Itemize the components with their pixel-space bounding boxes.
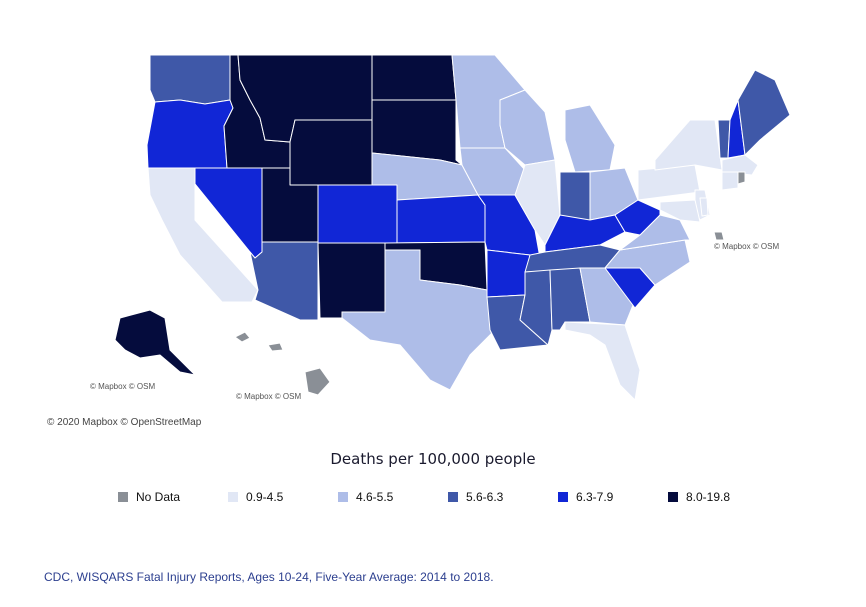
legend-item-bin-1: 0.9-4.5 [228,490,283,504]
alaska-attribution: © Mapbox © OSM [90,382,156,391]
state-massachusetts [721,154,759,176]
source-note: CDC, WISQARS Fatal Injury Reports, Ages … [44,570,494,584]
state-arkansas [486,249,531,298]
state-maryland [659,199,701,223]
legend-item-no-data: No Data [118,490,180,504]
legend-swatch [668,492,678,502]
state-florida [564,321,641,401]
state-hawaii [234,331,331,396]
state-wyoming [289,119,373,186]
state-georgia [579,267,636,326]
map-attribution: © 2020 Mapbox © OpenStreetMap [47,417,202,428]
state-layer [114,54,791,401]
legend-title: Deaths per 100,000 people [330,450,536,468]
state-district-of-columbia [713,231,725,241]
state-new-mexico [317,242,386,319]
legend-label: 8.0-19.8 [686,490,731,504]
legend-label: 6.3-7.9 [576,490,614,504]
state-colorado [317,184,398,244]
legend-label: 5.6-6.3 [466,490,504,504]
legend-label: 0.9-4.5 [246,490,284,504]
state-connecticut [721,171,739,191]
legend-item-bin-3: 5.6-6.3 [448,490,503,504]
legend-item-bin-5: 8.0-19.8 [668,490,730,504]
legend-label: No Data [136,490,181,504]
choropleth-map [114,54,791,401]
dc-attribution: © Mapbox © OSM [714,242,780,251]
legend-swatch [338,492,348,502]
legend: No Data 0.9-4.5 4.6-5.5 5.6-6.3 6.3-7.9 … [0,490,866,506]
state-delaware [699,197,709,217]
state-washington [149,54,231,105]
legend-item-bin-2: 4.6-5.5 [338,490,393,504]
state-north-dakota [371,54,457,101]
state-texas [341,249,496,391]
state-maine [737,69,791,156]
state-kansas [396,194,486,244]
hawaii-attribution: © Mapbox © OSM [236,392,302,401]
state-michigan [564,104,616,173]
state-new-york [654,119,723,171]
legend-item-bin-4: 6.3-7.9 [558,490,613,504]
state-oregon [146,99,234,169]
legend-swatch [118,492,128,502]
state-pennsylvania [637,164,701,201]
legend-label: 4.6-5.5 [356,490,394,504]
state-california [147,167,259,303]
legend-swatch [558,492,568,502]
state-arizona [249,241,319,321]
legend-swatch [228,492,238,502]
state-rhode-island [737,171,746,185]
legend-swatch [448,492,458,502]
state-alaska [114,309,196,376]
